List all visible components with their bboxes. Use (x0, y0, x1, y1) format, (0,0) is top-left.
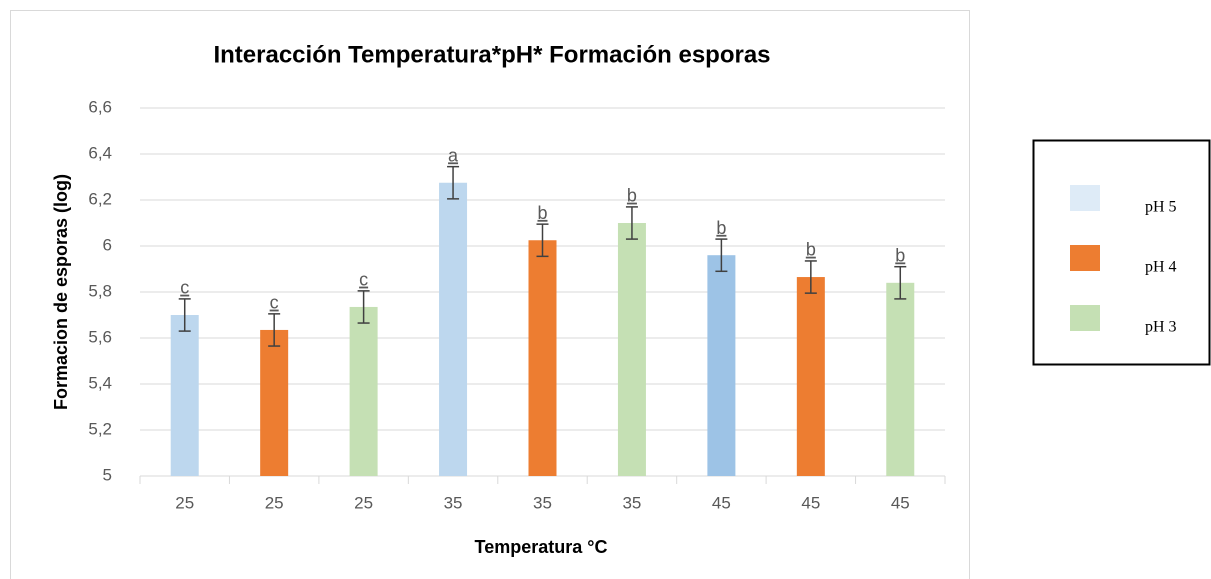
x-tick-label: 35 (444, 493, 463, 512)
significance-letter: b (716, 218, 726, 238)
bar (439, 182, 468, 476)
significance-letter: c (359, 270, 368, 290)
y-tick-label: 5,4 (88, 373, 112, 392)
legend-frame (1032, 139, 1211, 366)
y-axis-label: Formacion de esporas (log) (51, 174, 71, 410)
x-tick-label: 45 (801, 493, 820, 512)
y-tick-label: 5,8 (88, 281, 112, 300)
legend-swatch (1070, 305, 1100, 331)
bar (796, 277, 825, 476)
bar (707, 255, 736, 476)
chart-frame (10, 10, 970, 579)
significance-letter: a (448, 145, 459, 165)
significance-letter: b (537, 203, 547, 223)
x-axis-label: Temperatura °C (475, 537, 608, 557)
significance-letter: c (270, 293, 279, 313)
significance-letter: b (627, 186, 637, 206)
legend-swatch (1070, 185, 1100, 211)
bar (260, 329, 289, 476)
significance-letter: b (806, 240, 816, 260)
y-tick-label: 6,4 (88, 143, 112, 162)
y-tick-label: 5,6 (88, 327, 112, 346)
bar (528, 240, 557, 476)
y-tick-label: 6 (103, 235, 112, 254)
legend-label: pH 4 (1145, 259, 1177, 276)
y-tick-label: 6,6 (88, 97, 112, 116)
legend-swatch (1070, 245, 1100, 271)
bar (349, 306, 378, 476)
significance-letter: b (895, 245, 905, 265)
bar (886, 282, 915, 476)
bar (617, 223, 646, 476)
x-tick-label: 25 (265, 493, 284, 512)
x-tick-label: 25 (354, 493, 373, 512)
y-tick-label: 6,2 (88, 189, 112, 208)
x-tick-label: 45 (712, 493, 731, 512)
y-tick-label: 5,2 (88, 419, 112, 438)
legend-label: pH 5 (1145, 199, 1177, 216)
chart-title: Interacción Temperatura*pH* Formación es… (213, 41, 770, 68)
x-tick-label: 25 (175, 493, 194, 512)
bar (170, 315, 199, 476)
significance-letter: c (180, 278, 189, 298)
legend-label: pH 3 (1145, 319, 1177, 336)
x-tick-label: 35 (533, 493, 552, 512)
x-tick-label: 45 (891, 493, 910, 512)
x-tick-label: 35 (622, 493, 641, 512)
y-tick-label: 5 (103, 465, 112, 484)
